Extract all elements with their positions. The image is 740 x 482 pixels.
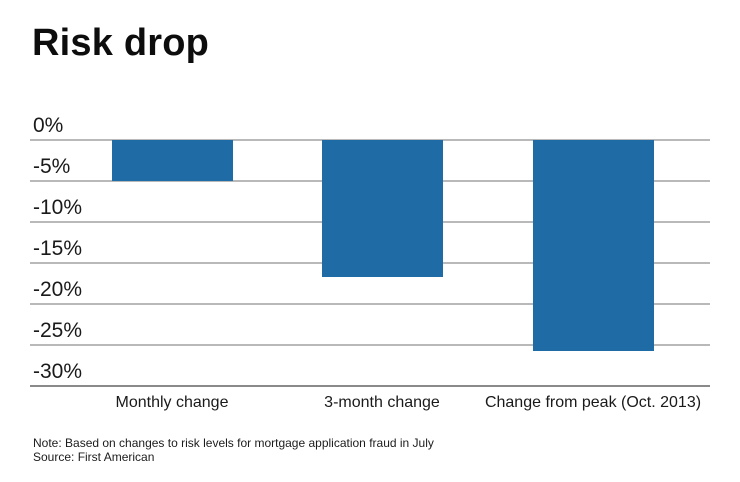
bar-3-month-change [321, 139, 443, 278]
y-axis-tick-label: 0% [33, 113, 64, 137]
x-axis-line [30, 384, 710, 387]
y-axis-tick-label: -25% [33, 318, 83, 342]
x-axis-category-label: Monthly change [115, 394, 229, 411]
y-gridline [30, 302, 710, 305]
y-gridline [30, 343, 710, 346]
y-axis-tick-label: -10% [33, 195, 83, 219]
bar-change-from-peak-oct-2013 [532, 139, 654, 352]
bar-monthly-change [111, 139, 233, 181]
y-axis-tick-label: -30% [33, 359, 83, 383]
y-axis-tick-label: -15% [33, 236, 83, 260]
chart-footnotes: Note: Based on changes to risk levels fo… [33, 436, 434, 464]
x-axis-category-label: Change from peak (Oct. 2013) [484, 394, 702, 411]
chart-note: Note: Based on changes to risk levels fo… [33, 436, 434, 450]
chart-title: Risk drop [32, 22, 210, 64]
chart-source: Source: First American [33, 449, 155, 464]
y-axis-tick-label: -5% [33, 154, 71, 178]
x-axis-category-label: 3-month change [324, 394, 440, 411]
y-axis-tick-label: -20% [33, 277, 83, 301]
